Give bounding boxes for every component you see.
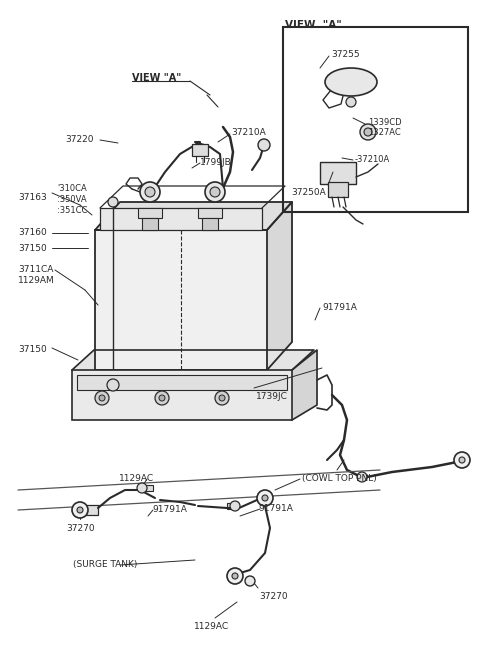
Text: '310CA: '310CA — [57, 184, 87, 193]
Text: -37210A: -37210A — [355, 155, 390, 164]
Bar — [283, 27, 468, 212]
Text: :351CC: :351CC — [57, 206, 87, 215]
Circle shape — [357, 472, 367, 482]
Circle shape — [140, 182, 160, 202]
Circle shape — [215, 391, 229, 405]
Text: :350VA: :350VA — [57, 195, 86, 204]
Circle shape — [360, 124, 376, 140]
Text: 3711CA: 3711CA — [18, 265, 53, 274]
Bar — [192, 144, 208, 156]
Text: 1327AC: 1327AC — [368, 128, 401, 137]
Bar — [100, 208, 262, 230]
Circle shape — [245, 576, 255, 586]
Text: 1339CD: 1339CD — [368, 118, 402, 127]
Text: 37270: 37270 — [66, 524, 95, 533]
Bar — [320, 162, 356, 184]
Circle shape — [77, 507, 83, 513]
Ellipse shape — [325, 68, 377, 96]
Text: VIEW  "A": VIEW "A" — [285, 20, 342, 30]
Bar — [198, 208, 222, 218]
Circle shape — [232, 573, 238, 579]
Circle shape — [107, 379, 119, 391]
Circle shape — [145, 187, 155, 197]
Circle shape — [72, 502, 88, 518]
Text: 91791A: 91791A — [152, 505, 187, 514]
Bar — [138, 208, 162, 218]
Circle shape — [95, 391, 109, 405]
Circle shape — [258, 139, 270, 151]
Circle shape — [262, 495, 268, 501]
Circle shape — [210, 187, 220, 197]
Text: 37163: 37163 — [18, 193, 47, 202]
Circle shape — [205, 182, 225, 202]
Text: 91791A: 91791A — [322, 303, 357, 312]
Circle shape — [227, 568, 243, 584]
Bar — [142, 218, 158, 230]
Text: 37255: 37255 — [331, 50, 360, 59]
Polygon shape — [95, 202, 292, 230]
Bar — [145, 485, 153, 491]
Text: 37220: 37220 — [65, 135, 94, 144]
Polygon shape — [72, 350, 314, 370]
Circle shape — [155, 391, 169, 405]
Circle shape — [459, 457, 465, 463]
Text: 1129AC: 1129AC — [119, 474, 154, 483]
Polygon shape — [292, 350, 317, 420]
Circle shape — [219, 395, 225, 401]
Bar — [86, 505, 98, 515]
Circle shape — [230, 501, 240, 511]
Polygon shape — [267, 202, 292, 370]
Circle shape — [346, 97, 356, 107]
Circle shape — [159, 395, 165, 401]
Text: 1129AC: 1129AC — [194, 622, 229, 631]
Text: 1739JC: 1739JC — [256, 392, 288, 401]
Text: (SURGE TANK): (SURGE TANK) — [73, 560, 137, 569]
Bar — [72, 370, 292, 420]
Text: 91791A: 91791A — [258, 504, 293, 513]
Bar — [95, 230, 267, 370]
Circle shape — [364, 128, 372, 136]
Bar — [77, 375, 287, 390]
Circle shape — [454, 452, 470, 468]
Circle shape — [99, 395, 105, 401]
Bar — [202, 218, 218, 230]
Text: 1799JB: 1799JB — [200, 158, 232, 167]
Circle shape — [257, 490, 273, 506]
Bar — [328, 182, 348, 197]
Text: VIEW "A": VIEW "A" — [132, 73, 181, 83]
Text: 37270: 37270 — [259, 592, 288, 601]
Text: (COWL TOP PNL): (COWL TOP PNL) — [302, 474, 377, 483]
Text: 37150: 37150 — [18, 244, 47, 253]
Circle shape — [108, 197, 118, 207]
Text: 1129AM: 1129AM — [18, 276, 55, 285]
Text: 37250A: 37250A — [291, 188, 326, 197]
Text: 37150: 37150 — [18, 345, 47, 354]
Bar — [227, 503, 235, 509]
Text: 37210A: 37210A — [231, 128, 266, 137]
Circle shape — [137, 483, 147, 493]
Text: 37160: 37160 — [18, 228, 47, 237]
